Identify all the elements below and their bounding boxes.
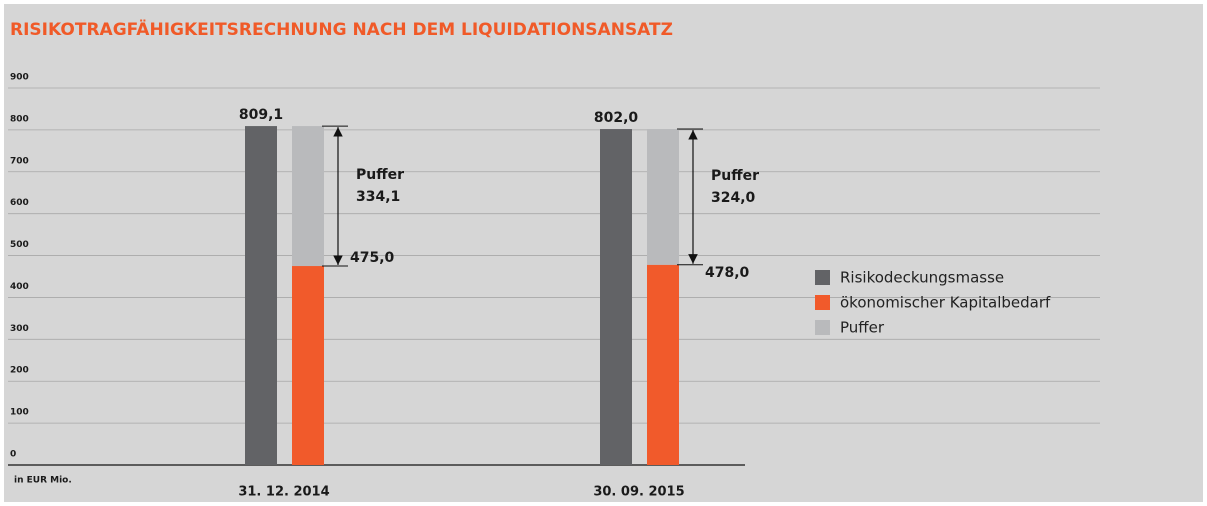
value-label: 802,0 — [594, 110, 639, 126]
bar — [292, 266, 324, 465]
bar — [245, 126, 277, 466]
value-label: 809,1 — [239, 107, 283, 123]
chart-title: RISIKOTRAGFÄHIGKEITSRECHNUNG NACH DEM LI… — [10, 18, 673, 40]
y-tick-label: 900 — [10, 73, 29, 83]
y-tick-label: 700 — [10, 156, 29, 166]
legend-swatch — [815, 320, 830, 335]
bar — [292, 126, 324, 267]
y-tick-label: 600 — [10, 198, 29, 208]
legend-swatch — [815, 295, 830, 310]
bar — [600, 129, 632, 465]
x-tick-label: 31. 12. 2014 — [238, 485, 329, 500]
value-label: 475,0 — [350, 250, 395, 266]
legend-label: ökonomischer Kapitalbedarf — [840, 294, 1051, 312]
legend-label: Puffer — [840, 319, 885, 337]
y-tick-label: 100 — [10, 408, 29, 418]
value-label: 478,0 — [705, 265, 750, 281]
y-tick-label: 200 — [10, 366, 29, 376]
value-label: 334,1 — [356, 189, 400, 205]
annotation: Puffer — [711, 168, 759, 184]
x-tick-label: 30. 09. 2015 — [593, 485, 684, 500]
y-tick-label: 400 — [10, 282, 29, 292]
y-tick-label: 800 — [10, 114, 29, 124]
value-label: 324,0 — [711, 190, 756, 206]
y-tick-label: 300 — [10, 324, 29, 334]
y-axis-label: in EUR Mio. — [14, 476, 72, 486]
annotation: Puffer — [356, 167, 404, 183]
legend-swatch — [815, 270, 830, 285]
legend-label: Risikodeckungsmasse — [840, 269, 1004, 287]
y-tick-label: 0 — [10, 450, 16, 460]
bar — [647, 264, 679, 465]
y-tick-label: 500 — [10, 240, 29, 250]
bar — [647, 129, 679, 265]
